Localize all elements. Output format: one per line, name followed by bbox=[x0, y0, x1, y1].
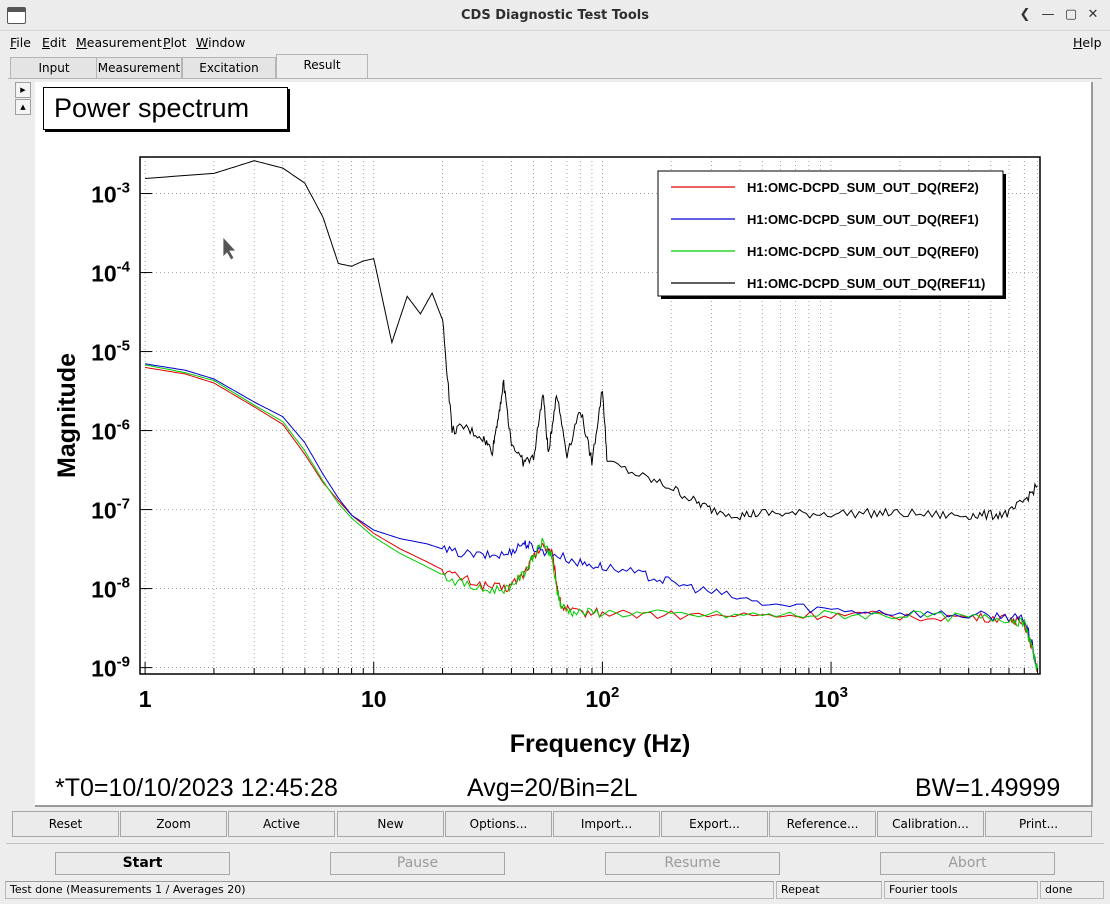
minimize-icon[interactable]: — bbox=[1041, 7, 1055, 22]
status-mode: Repeat bbox=[776, 881, 882, 899]
y-tick-label: 10-5 bbox=[91, 338, 130, 366]
scroll-up-icon[interactable]: ▲ bbox=[15, 99, 31, 115]
resume-button[interactable]: Resume bbox=[605, 852, 780, 875]
menu-window[interactable]: Window bbox=[196, 35, 246, 50]
export-button[interactable]: Export... bbox=[661, 811, 768, 837]
print-button[interactable]: Print... bbox=[985, 811, 1092, 837]
series-line bbox=[145, 160, 1038, 522]
menu-bar: File Edit Measurement Plot Window Help bbox=[0, 31, 1110, 53]
app-icon[interactable] bbox=[7, 7, 26, 24]
menu-measurement[interactable]: Measurement bbox=[76, 35, 162, 50]
close-icon[interactable]: ✕ bbox=[1087, 7, 1099, 22]
status-state: done bbox=[1040, 881, 1104, 899]
menu-file[interactable]: File bbox=[10, 35, 31, 50]
menu-plot[interactable]: Plot bbox=[163, 35, 187, 50]
expand-right-icon[interactable]: ▶ bbox=[15, 82, 31, 98]
tab-input[interactable]: Input bbox=[10, 57, 98, 78]
status-tool: Fourier tools bbox=[884, 881, 1038, 899]
status-message: Test done (Measurements 1 / Averages 20) bbox=[5, 881, 774, 899]
series-line bbox=[145, 364, 1038, 672]
window-title: CDS Diagnostic Test Tools bbox=[460, 8, 649, 23]
y-tick-label: 10-4 bbox=[91, 259, 131, 287]
maximize-icon[interactable]: ▢ bbox=[1064, 7, 1078, 22]
legend-entry: H1:OMC-DCPD_SUM_OUT_DQ(REF11) bbox=[747, 276, 985, 291]
zoom-button[interactable]: Zoom bbox=[120, 811, 227, 837]
power-spectrum-chart[interactable]: 1 10 102 103 10-3 10-4 10-5 10-6 10-7 10-8 10-9 Fre… bbox=[35, 82, 1093, 807]
tab-excitation[interactable]: Excitation bbox=[182, 57, 276, 78]
t0-label: *T0=10/10/2023 12:45:28 bbox=[55, 774, 338, 802]
abort-button[interactable]: Abort bbox=[880, 852, 1055, 875]
pause-button[interactable]: Pause bbox=[330, 852, 505, 875]
y-tick-label: 10-6 bbox=[91, 417, 130, 445]
menu-help[interactable]: Help bbox=[1073, 35, 1102, 50]
y-tick-label: 10-3 bbox=[91, 180, 130, 208]
legend-box bbox=[657, 170, 1004, 297]
x-axis-label: Frequency (Hz) bbox=[510, 730, 691, 758]
y-axis-label: Magnitude bbox=[53, 353, 81, 478]
plot-frame bbox=[139, 156, 1041, 675]
collapse-icon[interactable]: ❮ bbox=[1019, 7, 1031, 22]
legend-entry: H1:OMC-DCPD_SUM_OUT_DQ(REF0) bbox=[747, 244, 979, 259]
series-line bbox=[145, 363, 1038, 672]
start-button[interactable]: Start bbox=[55, 852, 230, 875]
bw-label: BW=1.49999 bbox=[915, 774, 1061, 802]
x-tick-label: 10 bbox=[361, 686, 387, 712]
x-tick-label: 103 bbox=[814, 684, 848, 712]
avg-label: Avg=20/Bin=2L bbox=[467, 774, 638, 802]
plot-pad[interactable]: Power spectrum 1 10 102 103 10-3 10-4 10-5 10-6… bbox=[35, 82, 1093, 807]
series-line bbox=[145, 366, 1038, 672]
plot-toolbar: Reset Zoom Active New Options... Import.… bbox=[12, 811, 1093, 837]
status-bar: Test done (Measurements 1 / Averages 20)… bbox=[0, 881, 1110, 900]
tab-result[interactable]: Result bbox=[276, 54, 368, 78]
import-button[interactable]: Import... bbox=[553, 811, 660, 837]
title-bar: CDS Diagnostic Test Tools ❮ — ▢ ✕ bbox=[0, 0, 1110, 31]
y-tick-label: 10-9 bbox=[91, 654, 130, 682]
new-button[interactable]: New bbox=[337, 811, 444, 837]
options-button[interactable]: Options... bbox=[445, 811, 552, 837]
cursor-icon bbox=[222, 235, 237, 261]
reference-button[interactable]: Reference... bbox=[769, 811, 876, 837]
tab-divider bbox=[8, 78, 1102, 79]
legend-entry: H1:OMC-DCPD_SUM_OUT_DQ(REF2) bbox=[747, 180, 979, 195]
x-tick-label: 102 bbox=[585, 684, 619, 712]
x-tick-label: 1 bbox=[139, 686, 152, 712]
legend: H1:OMC-DCPD_SUM_OUT_DQ(REF2) H1:OMC-DCPD_… bbox=[657, 170, 1006, 299]
divider bbox=[6, 843, 1104, 844]
calibration-button[interactable]: Calibration... bbox=[877, 811, 984, 837]
plot-title: Power spectrum bbox=[43, 87, 288, 130]
legend-entry: H1:OMC-DCPD_SUM_OUT_DQ(REF1) bbox=[747, 212, 979, 227]
active-button[interactable]: Active bbox=[228, 811, 335, 837]
reset-button[interactable]: Reset bbox=[12, 811, 119, 837]
y-tick-label: 10-7 bbox=[91, 496, 130, 524]
tab-measurement[interactable]: Measurement bbox=[96, 57, 182, 78]
y-tick-label: 10-8 bbox=[91, 575, 130, 603]
menu-edit[interactable]: Edit bbox=[42, 35, 67, 50]
